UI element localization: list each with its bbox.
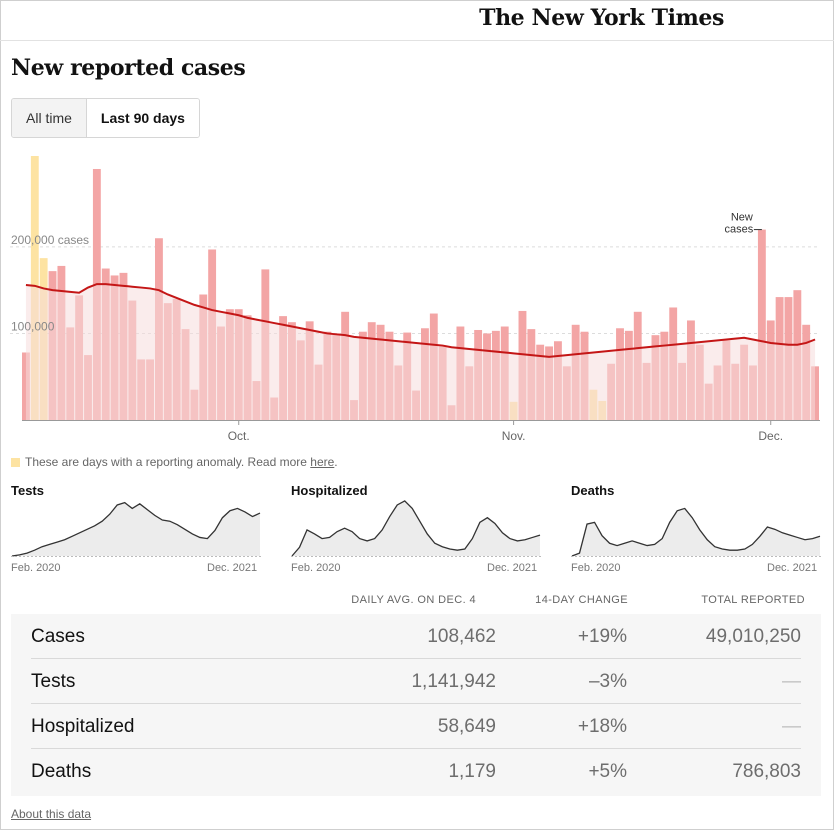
- table-row-hospitalized: Hospitalized 58,649 +18% —: [31, 704, 801, 749]
- average-area: [25, 284, 816, 420]
- tests-end-label: Dec. 2021: [207, 562, 258, 574]
- y-axis-label: 200,000 cases: [11, 233, 89, 247]
- anomaly-note-period: .: [334, 455, 338, 469]
- sparkline-line: [11, 501, 261, 557]
- tests-sparkline: [11, 501, 261, 557]
- row-total-reported: —: [782, 671, 801, 692]
- header-total-reported: TOTAL REPORTED: [701, 594, 805, 606]
- y-axis-label: 100,000: [11, 319, 55, 333]
- row-daily-avg: 108,462: [427, 626, 496, 647]
- row-name: Deaths: [31, 761, 92, 782]
- about-data-link[interactable]: About this data: [11, 807, 92, 821]
- sparkline-area: [292, 500, 540, 556]
- sparkline-line: [291, 500, 541, 557]
- small-chart-title-tests: Tests: [11, 483, 44, 498]
- small-chart-title-deaths: Deaths: [571, 483, 615, 498]
- toggle-last-90-days[interactable]: Last 90 days: [85, 99, 199, 137]
- anomaly-note-link[interactable]: here: [310, 455, 335, 469]
- hospitalized-end-label: Dec. 2021: [487, 562, 538, 574]
- x-tick-label: Dec.: [758, 429, 783, 443]
- summary-table: Cases 108,462 +19% 49,010,250 Tests 1,14…: [11, 614, 821, 796]
- row-14-day-change: –3%: [588, 671, 627, 692]
- average-line: [25, 283, 816, 358]
- table-row-cases: Cases 108,462 +19% 49,010,250: [31, 614, 801, 659]
- hospitalized-sparkline: [291, 500, 541, 557]
- nyt-logo[interactable]: The New York Times: [479, 5, 724, 31]
- header-14-day-change: 14-DAY CHANGE: [535, 594, 628, 606]
- row-14-day-change: +19%: [577, 626, 627, 647]
- case-bar: [757, 229, 766, 420]
- row-daily-avg: 58,649: [437, 716, 496, 737]
- row-14-day-change: +5%: [588, 761, 627, 782]
- sparkline-area: [12, 502, 260, 556]
- anomaly-swatch: [11, 457, 20, 467]
- page-title: New reported cases: [11, 55, 246, 81]
- time-range-toggle: All time Last 90 days: [11, 98, 200, 138]
- toggle-all-time[interactable]: All time: [12, 99, 86, 137]
- annotation-label: New: [731, 212, 753, 224]
- row-total-reported: 49,010,250: [705, 626, 801, 647]
- row-name: Cases: [31, 626, 85, 647]
- row-name: Hospitalized: [31, 716, 135, 737]
- x-tick-label: Oct.: [228, 429, 250, 443]
- annotation-label: cases: [724, 224, 753, 236]
- header-daily-avg: DAILY AVG. ON DEC. 4: [351, 594, 476, 606]
- anomaly-note: These are days with a reporting anomaly.…: [11, 455, 338, 469]
- x-tick-label: Nov.: [502, 429, 526, 443]
- table-row-tests: Tests 1,141,942 –3% —: [31, 659, 801, 704]
- sparkline-area: [572, 508, 820, 556]
- hospitalized-start-label: Feb. 2020: [291, 562, 341, 574]
- row-daily-avg: 1,179: [448, 761, 496, 782]
- deaths-start-label: Feb. 2020: [571, 562, 621, 574]
- row-name: Tests: [31, 671, 76, 692]
- sparkline-line: [571, 507, 821, 557]
- deaths-end-label: Dec. 2021: [767, 562, 818, 574]
- row-daily-avg: 1,141,942: [411, 671, 496, 692]
- row-total-reported: 786,803: [732, 761, 801, 782]
- anomaly-note-text: These are days with a reporting anomaly.…: [25, 455, 307, 469]
- row-14-day-change: +18%: [577, 716, 627, 737]
- table-row-deaths: Deaths 1,179 +5% 786,803: [31, 749, 801, 794]
- small-chart-title-hospitalized: Hospitalized: [291, 483, 368, 498]
- deaths-sparkline: [571, 507, 821, 557]
- masthead: The New York Times: [0, 0, 834, 41]
- tests-start-label: Feb. 2020: [11, 562, 61, 574]
- row-total-reported: —: [782, 716, 801, 737]
